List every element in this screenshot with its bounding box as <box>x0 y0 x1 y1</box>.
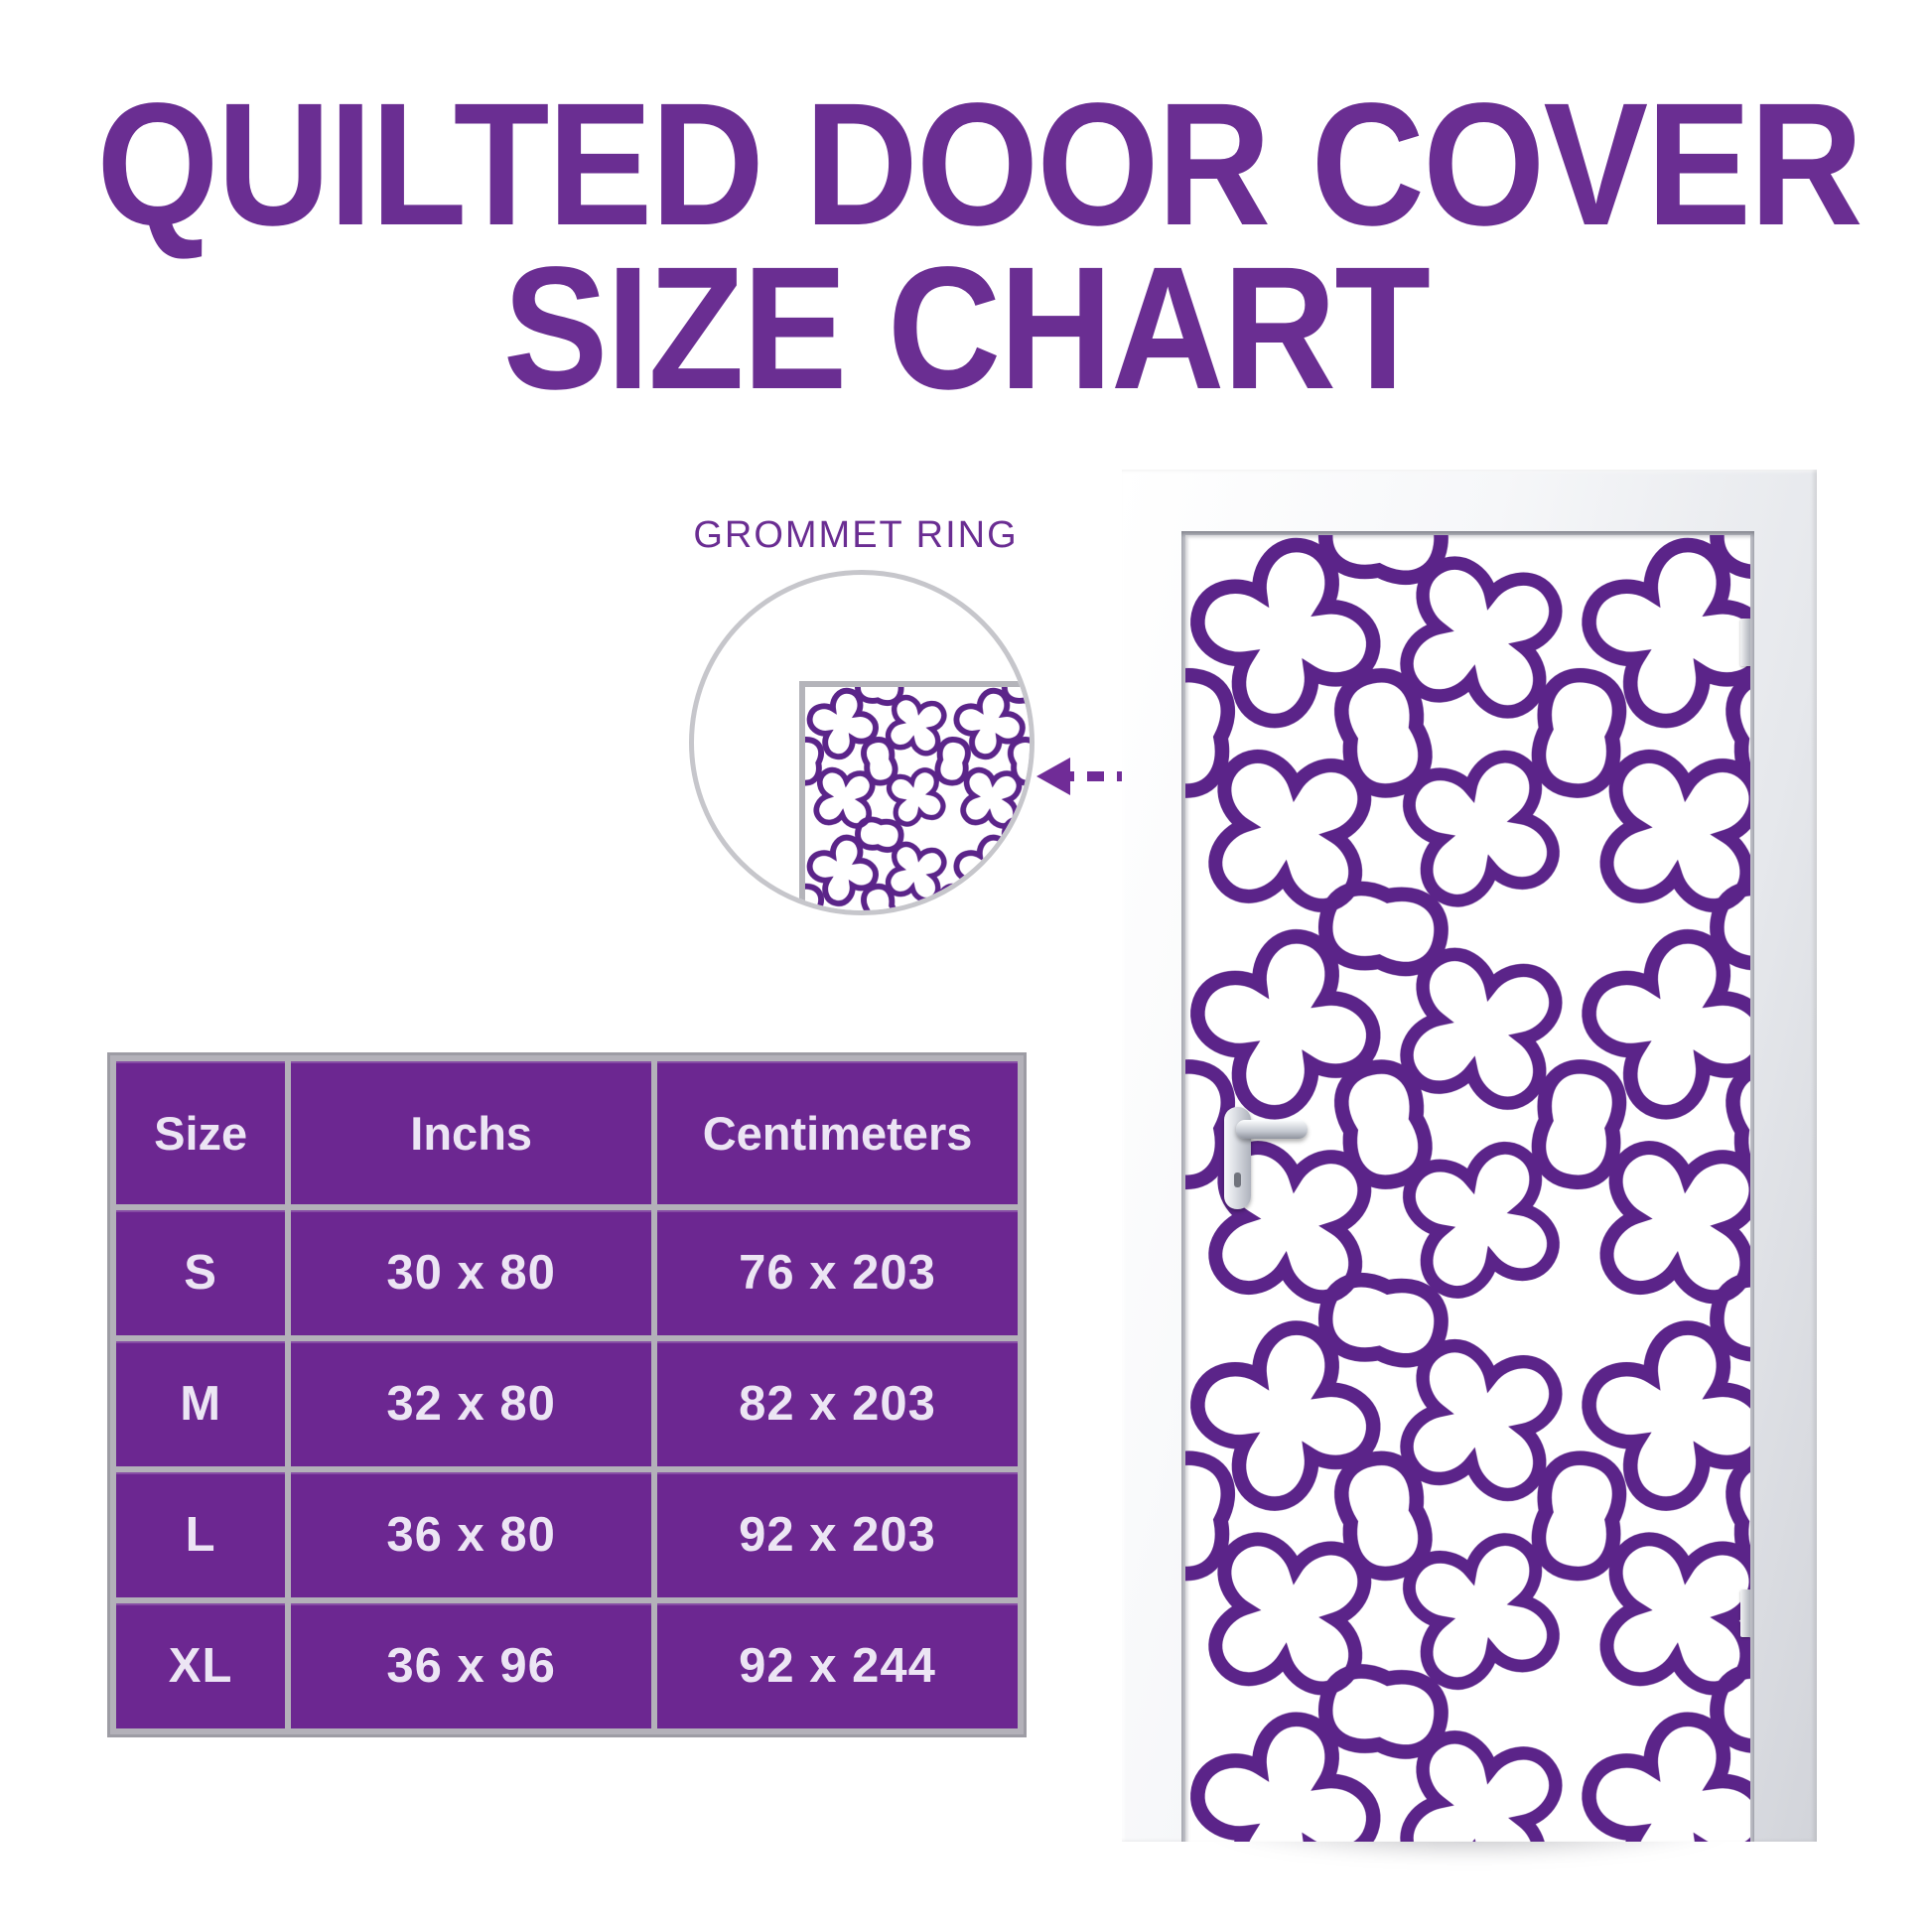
door-hinge-top <box>1740 619 1750 666</box>
page-title-line-2: SIZE CHART <box>502 231 1431 427</box>
centimeters-cell: 92 x 244 <box>657 1603 1018 1728</box>
door-handle-plate <box>1224 1107 1308 1209</box>
table-header-row: Size Inchs Centimeters <box>116 1061 1018 1204</box>
size-chart-table: Size Inchs Centimeters S 30 x 80 76 x 20… <box>107 1052 1027 1737</box>
table-row: M 32 x 80 82 x 203 <box>116 1341 1018 1466</box>
header-inchs: Inchs <box>291 1061 652 1204</box>
size-cell: L <box>116 1472 286 1597</box>
meander-pattern-door-icon <box>1185 535 1750 1842</box>
door-keyhole <box>1234 1173 1241 1187</box>
meander-pattern-inset-icon <box>805 687 1030 910</box>
header-size: Size <box>116 1061 286 1204</box>
table-row: L 36 x 80 92 x 203 <box>116 1472 1018 1597</box>
table-row: S 30 x 80 76 x 203 <box>116 1210 1018 1335</box>
grommet-ring-icon <box>826 708 894 775</box>
inchs-cell: 36 x 96 <box>291 1603 652 1728</box>
centimeters-cell: 76 x 203 <box>657 1210 1018 1335</box>
quilted-door-cover <box>1185 535 1750 1842</box>
inchs-cell: 36 x 80 <box>291 1472 652 1597</box>
page-title-line-1: QUILTED DOOR COVER <box>96 68 1863 262</box>
inchs-cell: 30 x 80 <box>291 1210 652 1335</box>
door-hinge-bottom <box>1740 1589 1750 1637</box>
inchs-cell: 32 x 80 <box>291 1341 652 1466</box>
door-frame <box>1122 470 1817 1842</box>
size-cell: S <box>116 1210 286 1335</box>
size-cell: M <box>116 1341 286 1466</box>
cover-corner-swatch <box>799 681 1030 910</box>
magnifier-circle <box>689 570 1035 915</box>
page-title: QUILTED DOOR COVER SIZE CHART <box>0 68 1932 427</box>
grommet-ring-label: GROMMET RING <box>693 514 1019 556</box>
door-opening <box>1181 531 1754 1842</box>
centimeters-cell: 82 x 203 <box>657 1341 1018 1466</box>
table-row: XL 36 x 96 92 x 244 <box>116 1603 1018 1728</box>
header-centimeters: Centimeters <box>657 1061 1018 1204</box>
centimeters-cell: 92 x 203 <box>657 1472 1018 1597</box>
size-cell: XL <box>116 1603 286 1728</box>
door-handle-lever <box>1236 1120 1308 1139</box>
